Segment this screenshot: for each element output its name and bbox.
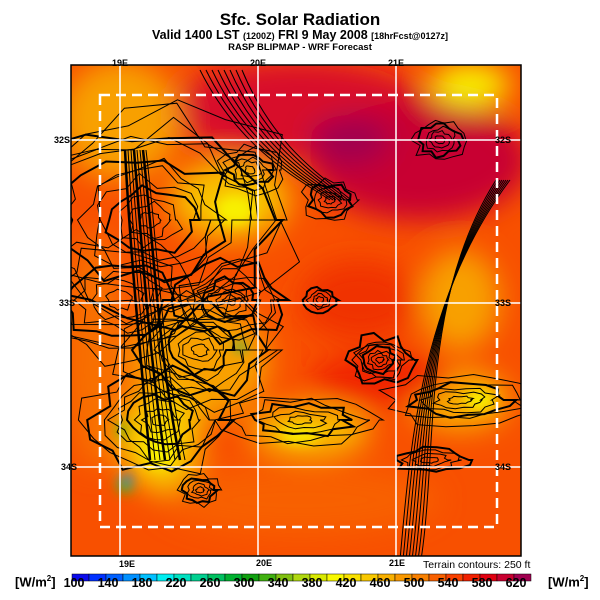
colorbar-tick-label: 500 [403,576,425,590]
lon-label-bottom: 21E [389,558,405,568]
valid-date: FRI 9 May 2008 [278,28,368,42]
colorbar [71,573,532,582]
colorbar-tick-label: 260 [199,576,221,590]
domain-boundary [98,93,499,529]
colorbar-tick-label: 180 [131,576,153,590]
lon-label-top: 21E [388,58,404,68]
unit-label-right: [W/m2] [548,574,589,590]
lat-lon-grid [71,65,521,556]
lon-label-bottom: 19E [119,559,135,569]
lat-label-left: 32S [54,135,70,145]
chart-title: Sfc. Solar Radiation [219,10,381,29]
colorbar-tick-label: 220 [165,576,187,590]
map-frame [70,64,522,557]
colorbar-tick-label: 620 [505,576,527,590]
lat-label-right: 33S [495,298,511,308]
valid-time: Valid 1400 LST (1200Z) FRI 9 May 2008 [1… [0,28,600,42]
lat-label-right: 32S [495,135,511,145]
lat-label-left: 33S [59,298,75,308]
colorbar-tick-label: 540 [437,576,459,590]
colorbar-tick-label: 340 [267,576,289,590]
forecast-tag: [18hrFcst@0127z] [371,31,448,41]
lon-label-bottom: 20E [256,558,272,568]
valid-main: Valid 1400 LST [152,28,240,42]
colorbar-tick-label: 100 [63,576,85,590]
colorbar-tick-label: 460 [369,576,391,590]
colorbar-tick-label: 420 [335,576,357,590]
terrain-note: Terrain contours: 250 ft [423,559,531,571]
unit-label-left: [W/m2] [15,574,56,590]
colorbar-tick-label: 300 [233,576,255,590]
colorbar-tick-label: 140 [97,576,119,590]
colorbar-swatch [513,573,532,582]
colorbar-tick-label: 580 [471,576,493,590]
lon-label-top: 20E [250,58,266,68]
valid-utc: (1200Z) [243,31,275,41]
lon-label-top: 19E [112,58,128,68]
lat-label-right: 34S [495,462,511,472]
lat-label-left: 34S [61,462,77,472]
colorbar-tick-label: 380 [301,576,323,590]
subtitle: RASP BLIPMAP - WRF Forecast [228,42,372,53]
radiation-field [71,65,521,556]
